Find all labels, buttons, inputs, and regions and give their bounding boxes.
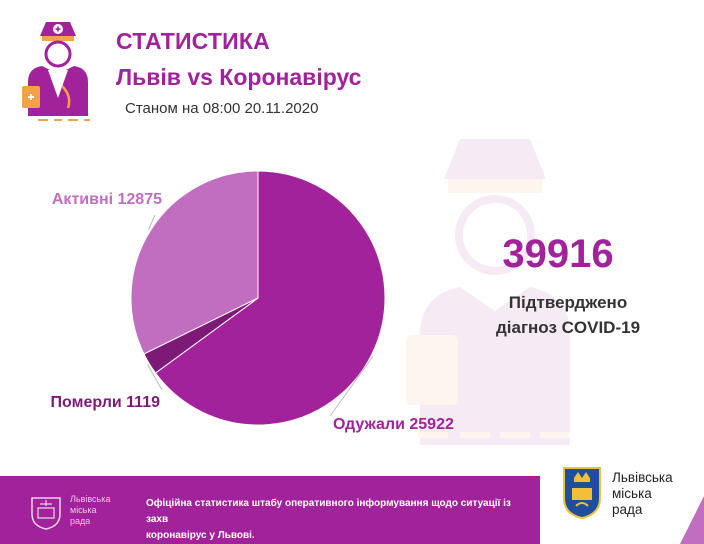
doctor-watermark-icon bbox=[406, 139, 570, 445]
confirmed-cases-label-line2: діагноз COVID-19 bbox=[495, 318, 641, 337]
pie-leader-line-0 bbox=[329, 356, 374, 417]
footer-org-name: Львівська міська рада bbox=[70, 494, 130, 527]
pie-chart: Одужали 25922 Померли 1119 Активні 12875 bbox=[51, 170, 454, 433]
city-emblem-outline-icon bbox=[31, 497, 61, 530]
footer-notice: Офіційна статистика штабу оперативного і… bbox=[146, 496, 531, 544]
confirmed-cases-label: Підтверджено діагноз COVID-19 bbox=[468, 290, 668, 340]
confirmed-cases-count: 39916 bbox=[502, 232, 614, 276]
footer-card-org-name: Львівська міська рада bbox=[612, 470, 692, 518]
footer-org-line1: Львівська bbox=[70, 494, 111, 504]
doctor-logo-icon bbox=[22, 22, 90, 121]
footer-notice-line1: Офіційна статистика штабу оперативного і… bbox=[146, 498, 511, 525]
pie-slice-2 bbox=[130, 170, 259, 355]
pie-labels: Одужали 25922 Померли 1119 Активні 12875 bbox=[51, 191, 454, 433]
footer-org-line2: міська bbox=[70, 505, 97, 515]
pie-slices bbox=[130, 170, 386, 426]
footer-card-org-line3: рада bbox=[612, 502, 643, 517]
pie-leader-line-1 bbox=[147, 364, 163, 391]
page-subtitle: Львів vs Коронавірус bbox=[116, 64, 362, 90]
confirmed-cases-label-line1: Підтверджено bbox=[508, 293, 628, 312]
footer-org-line3: рада bbox=[70, 516, 91, 526]
footer-card-org-line2: міська bbox=[612, 486, 652, 501]
as-of-timestamp: Станом на 08:00 20.11.2020 bbox=[125, 100, 319, 117]
pie-label-2: Активні 12875 bbox=[52, 191, 162, 208]
city-coat-of-arms-icon bbox=[563, 467, 601, 520]
pie-leader-lines bbox=[147, 214, 374, 417]
pie-leader-line-2 bbox=[148, 214, 156, 230]
pie-label-1: Померли 1119 bbox=[51, 394, 161, 411]
footer-card-org-line1: Львівська bbox=[612, 470, 673, 485]
pie-label-0: Одужали 25922 bbox=[333, 416, 454, 433]
footer-notice-line2: коронавірус у Львові. bbox=[146, 530, 255, 541]
pie-slice-0 bbox=[154, 170, 386, 426]
page-title: СТАТИСТИКА bbox=[116, 28, 270, 54]
